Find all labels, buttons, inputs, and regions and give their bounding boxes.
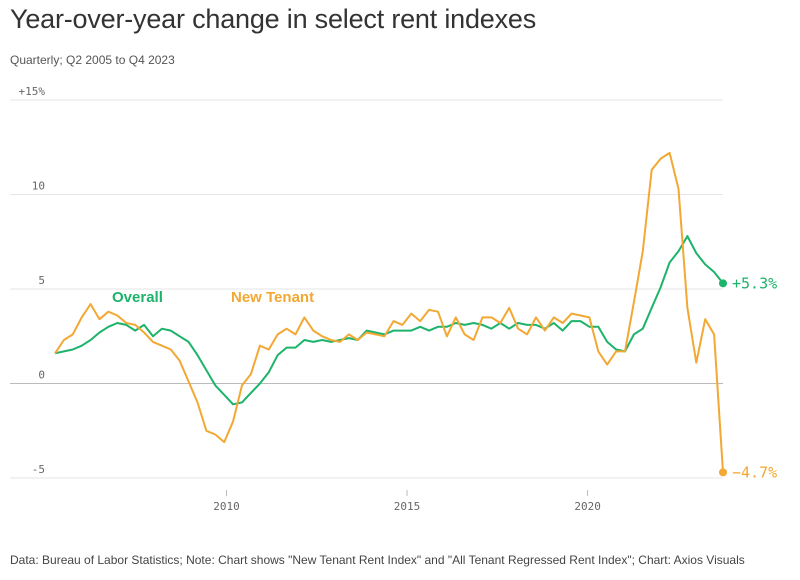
y-tick-label: 10 xyxy=(32,180,45,193)
series-label-new-tenant: New Tenant xyxy=(231,289,314,306)
chart-source-note: Data: Bureau of Labor Statistics; Note: … xyxy=(10,553,745,567)
series-lines xyxy=(54,151,724,473)
y-tick-label: 5 xyxy=(38,274,45,287)
grid-lines xyxy=(10,99,723,479)
y-tick-label: 0 xyxy=(38,369,45,382)
series-label-overall: Overall xyxy=(112,289,163,306)
chart-subtitle: Quarterly; Q2 2005 to Q4 2023 xyxy=(10,53,175,67)
series-labels: Overall New Tenant xyxy=(112,289,314,306)
series-line-new-tenant xyxy=(54,151,724,473)
chart-title: Year-over-year change in select rent ind… xyxy=(10,4,537,34)
end-markers: +5.3% −4.7% xyxy=(719,274,777,481)
series-line-overall xyxy=(54,235,724,406)
end-point-new-tenant xyxy=(719,468,727,477)
end-point-overall xyxy=(719,279,727,288)
line-chart: +15% 10 5 0 -5 2010 2015 2020 Overall New Tenan… xyxy=(10,85,777,513)
axis-tick-labels: +15% 10 5 0 -5 2010 2015 2020 xyxy=(19,85,601,513)
end-label-overall: +5.3% xyxy=(732,274,777,292)
y-tick-label: -5 xyxy=(32,463,45,476)
y-tick-label: +15% xyxy=(19,85,46,98)
x-tick-label: 2015 xyxy=(394,500,421,513)
x-tick-label: 2020 xyxy=(574,500,601,513)
x-tick-label: 2010 xyxy=(213,500,240,513)
end-label-new-tenant: −4.7% xyxy=(732,463,777,481)
